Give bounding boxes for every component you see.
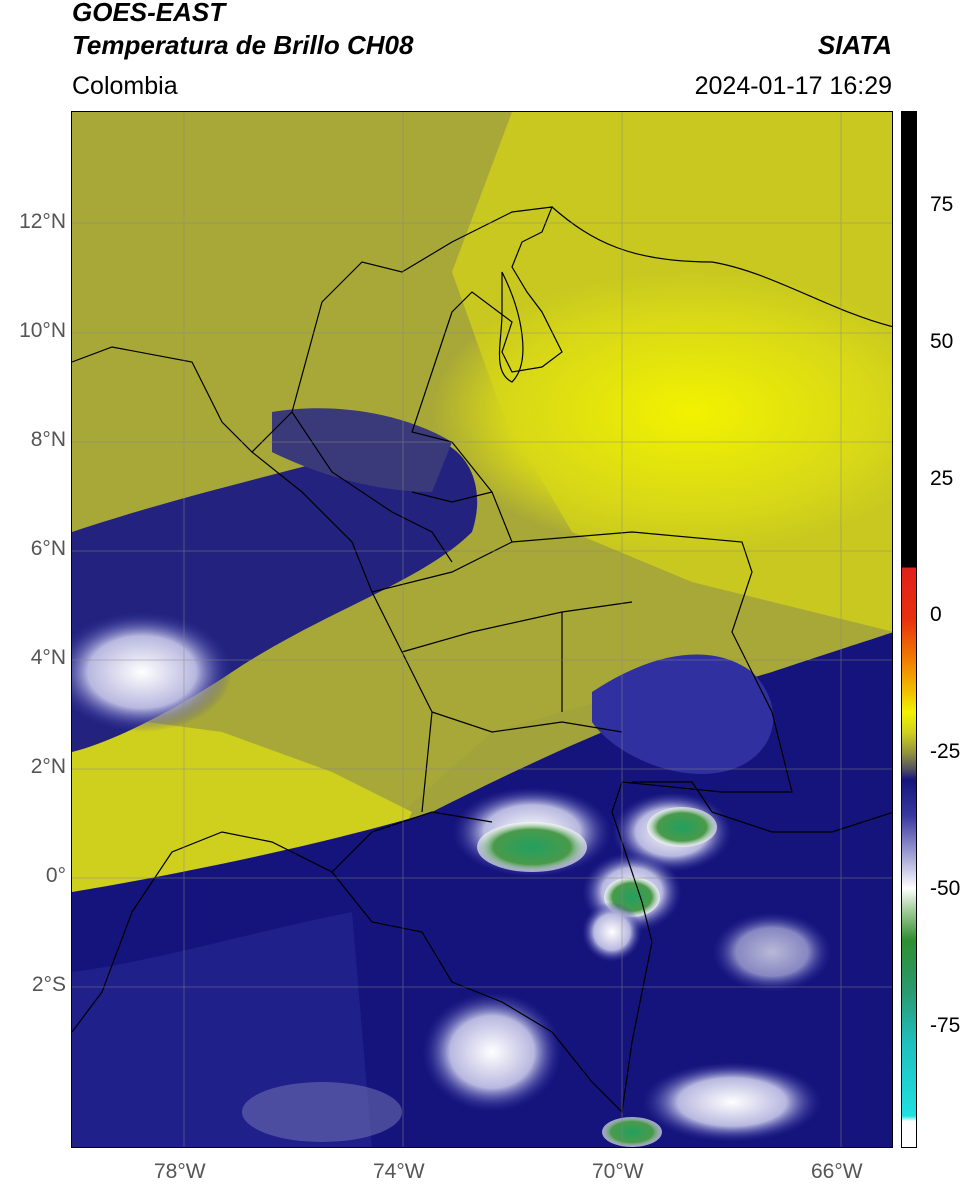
lat-label-6n: 6°N <box>30 537 66 560</box>
datetime-label: 2024-01-17 16:29 <box>694 72 892 100</box>
lat-label-2n: 2°N <box>30 755 66 778</box>
colorbar-tick-minus50: -50 <box>930 877 961 900</box>
colorbar-tick-25: 25 <box>930 467 954 490</box>
lon-label-74w: 74°W <box>373 1160 425 1183</box>
lat-label-8n: 8°N <box>30 428 66 451</box>
lon-label-70w: 70°W <box>592 1160 644 1183</box>
colorbar <box>901 111 917 1148</box>
colorbar-tick-0: 0 <box>930 603 942 626</box>
title-product: Temperatura de Brillo CH08 <box>72 30 414 60</box>
colorbar-tick-minus75: -75 <box>930 1014 961 1037</box>
agency-label: SIATA <box>817 30 892 60</box>
lat-label-10n: 10°N <box>19 319 66 342</box>
colorbar-tick-minus25: -25 <box>930 740 961 763</box>
map-imagery <box>72 112 892 1147</box>
region-label: Colombia <box>72 72 178 100</box>
colorbar-tick-50: 50 <box>930 330 954 353</box>
brightness-temperature-map <box>71 111 893 1148</box>
lat-label-2s: 2°S <box>31 973 66 996</box>
lat-label-12n: 12°N <box>19 210 66 233</box>
lat-label-0: 0° <box>45 864 66 887</box>
lon-label-78w: 78°W <box>154 1160 206 1183</box>
lon-label-66w: 66°W <box>811 1160 863 1183</box>
lat-label-4n: 4°N <box>30 646 66 669</box>
title-satellite: GOES-EAST <box>72 0 226 27</box>
colorbar-tick-75: 75 <box>930 193 954 216</box>
